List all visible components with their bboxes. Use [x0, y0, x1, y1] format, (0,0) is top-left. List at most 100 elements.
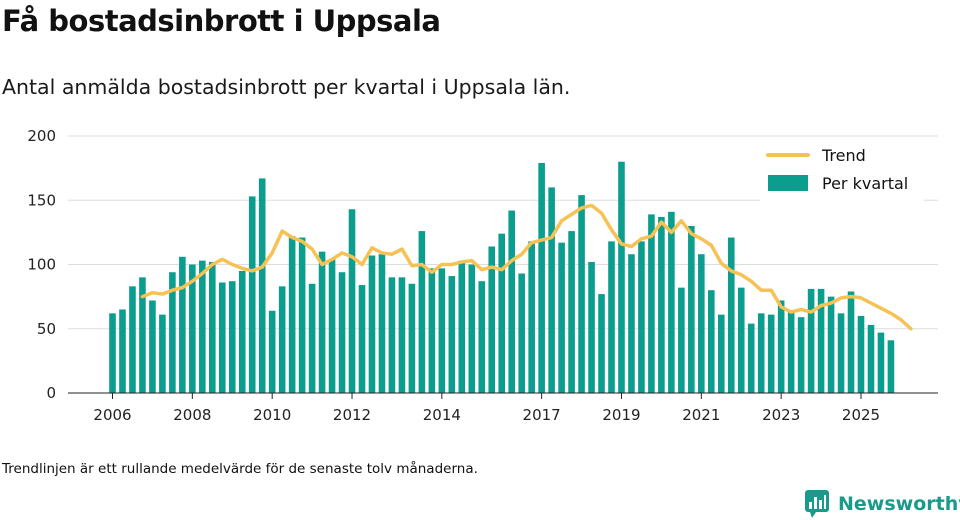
x-tick-label: 2017	[523, 406, 561, 424]
legend-background	[760, 138, 924, 204]
bar	[408, 283, 416, 393]
bar	[867, 324, 875, 393]
bar	[877, 332, 885, 393]
bar	[428, 268, 436, 393]
legend: Trend Per kvartal	[760, 138, 924, 204]
bar	[248, 196, 256, 393]
legend-label-per-kvartal: Per kvartal	[822, 174, 908, 193]
bar	[448, 276, 456, 393]
bar	[199, 260, 206, 393]
x-tick-label: 2023	[762, 406, 800, 424]
bar	[308, 283, 316, 393]
bar	[398, 277, 406, 393]
bar	[348, 209, 356, 393]
bar	[418, 231, 426, 393]
bar	[857, 315, 865, 393]
bar	[238, 270, 246, 393]
chart-title: Få bostadsinbrott i Uppsala	[2, 4, 441, 38]
footnote: Trendlinjen är ett rullande medelvärde f…	[2, 461, 478, 477]
bar	[438, 268, 446, 393]
y-tick-label: 50	[37, 320, 56, 338]
bar	[618, 161, 625, 393]
legend-bar-swatch	[768, 175, 808, 191]
bar	[268, 310, 276, 393]
bar	[708, 290, 715, 393]
bar	[568, 231, 575, 393]
trend-series	[140, 203, 913, 331]
trend-line	[140, 203, 913, 331]
x-tick-label: 2006	[93, 406, 131, 424]
bar	[588, 261, 595, 393]
bar	[887, 340, 895, 393]
brand-logo[interactable]: Newsworthy	[804, 489, 960, 519]
x-tick-label: 2010	[253, 406, 291, 424]
bar	[129, 286, 136, 393]
axes: 0 50 100 150 200 2006 2008 2010 2012 2014 2017 2019…	[27, 127, 938, 424]
bar	[169, 272, 176, 393]
bar	[458, 260, 466, 393]
bar	[717, 314, 725, 393]
bar	[218, 282, 226, 393]
bar	[139, 277, 146, 393]
bar	[468, 264, 476, 393]
bar-series	[109, 161, 895, 394]
bar	[598, 294, 605, 393]
y-tick-label: 100	[27, 256, 56, 274]
x-tick-label: 2012	[333, 406, 371, 424]
y-tick-label: 200	[27, 127, 56, 145]
bar	[827, 296, 835, 394]
bar	[737, 287, 745, 393]
bar	[338, 272, 346, 393]
bar	[668, 211, 675, 393]
bar	[278, 286, 286, 393]
bar	[638, 241, 645, 393]
bar	[847, 291, 855, 393]
bar	[159, 314, 166, 393]
bar	[119, 309, 126, 393]
brand-name: Newsworthy	[838, 493, 960, 515]
x-tick-label: 2008	[173, 406, 211, 424]
bar	[179, 256, 186, 393]
bar	[727, 237, 735, 393]
bar	[258, 178, 266, 393]
bar	[757, 313, 765, 393]
bar	[318, 251, 326, 393]
y-tick-label: 150	[27, 191, 56, 209]
bar	[488, 246, 496, 393]
bar	[498, 233, 506, 393]
x-tick-label: 2025	[842, 406, 880, 424]
bar	[578, 195, 585, 393]
bar	[787, 312, 795, 393]
bar	[149, 300, 156, 393]
bar	[298, 237, 306, 393]
bar	[209, 261, 216, 393]
bar	[777, 300, 785, 393]
chart-area: 0 50 100 150 200 2006 2008 2010 2012 2014 2017 2019…	[27, 127, 938, 424]
bar	[608, 241, 615, 393]
newsworthy-logo-icon	[805, 490, 829, 518]
bar	[388, 277, 396, 393]
bar	[538, 162, 545, 393]
bar	[747, 323, 755, 393]
bar	[658, 216, 665, 393]
legend-label-trend: Trend	[821, 146, 866, 165]
y-tick-label: 0	[46, 384, 56, 402]
bar	[328, 259, 336, 393]
bar	[648, 214, 655, 393]
bar	[548, 187, 555, 393]
bar	[228, 281, 236, 393]
bar	[678, 287, 685, 393]
bar	[109, 313, 116, 393]
chart-subtitle: Antal anmälda bostadsinbrott per kvartal…	[2, 75, 571, 99]
x-tick-label: 2021	[682, 406, 720, 424]
bar	[628, 254, 635, 393]
bar	[189, 264, 196, 393]
bar	[288, 236, 296, 393]
bar	[518, 273, 525, 393]
bar	[797, 317, 805, 393]
bar	[378, 254, 386, 393]
bar	[358, 285, 366, 393]
bar	[817, 288, 825, 393]
bar	[698, 254, 705, 393]
bar	[807, 288, 815, 393]
